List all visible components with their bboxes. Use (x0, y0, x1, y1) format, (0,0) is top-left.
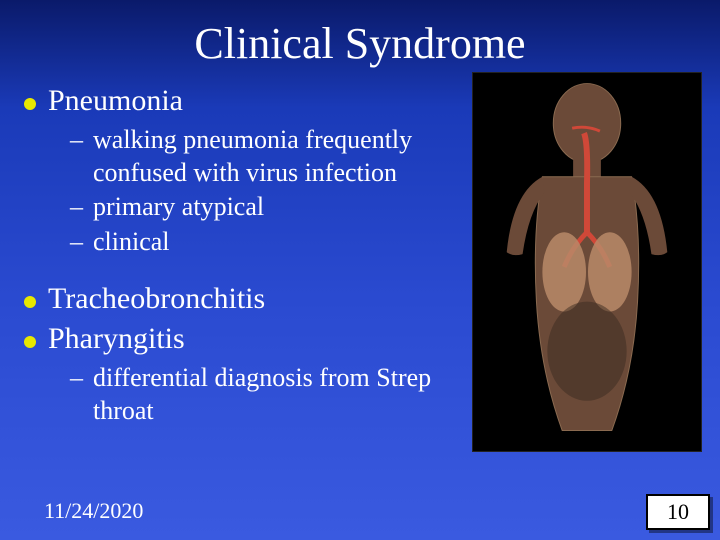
slide-title: Clinical Syndrome (0, 18, 720, 69)
bullet-pharyngitis: Pharyngitis (24, 322, 454, 356)
subbullet-text: clinical (93, 226, 170, 259)
subbullet-text: differential diagnosis from Strep throat (93, 362, 454, 427)
page-number: 10 (667, 499, 689, 525)
slide: Clinical Syndrome Pneumonia – walking pn… (0, 0, 720, 540)
bullet-dot-icon (24, 296, 36, 308)
dash-icon: – (70, 226, 83, 259)
subbullet: – primary atypical (70, 191, 454, 224)
subbullet: – clinical (70, 226, 454, 259)
dash-icon: – (70, 362, 83, 395)
page-number-box: 10 (646, 494, 710, 530)
footer-date: 11/24/2020 (44, 498, 143, 524)
subbullet: – differential diagnosis from Strep thro… (70, 362, 454, 427)
subbullet-text: primary atypical (93, 191, 264, 224)
bullet-label: Tracheobronchitis (48, 282, 265, 316)
spacer (24, 260, 454, 278)
bullet-label: Pharyngitis (48, 322, 185, 356)
subbullet: – walking pneumonia frequently confused … (70, 124, 454, 189)
dash-icon: – (70, 124, 83, 157)
bullet-label: Pneumonia (48, 84, 183, 118)
slide-content: Pneumonia – walking pneumonia frequently… (24, 80, 454, 429)
anatomy-illustration (472, 72, 702, 452)
subbullet-text: walking pneumonia frequently confused wi… (93, 124, 454, 189)
bullet-dot-icon (24, 336, 36, 348)
bullet-dot-icon (24, 98, 36, 110)
bullet-pneumonia: Pneumonia (24, 84, 454, 118)
dash-icon: – (70, 191, 83, 224)
bullet-tracheobronchitis: Tracheobronchitis (24, 282, 454, 316)
anatomy-svg-icon (473, 73, 701, 451)
